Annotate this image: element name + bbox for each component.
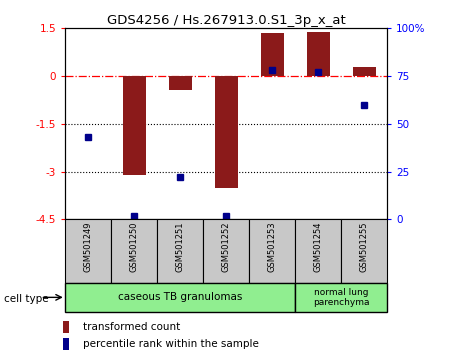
Text: GSM501254: GSM501254 [314,221,323,272]
Bar [341,219,387,283]
Text: GSM501252: GSM501252 [221,221,230,272]
Bar [111,219,157,283]
Text: percentile rank within the sample: percentile rank within the sample [83,339,259,349]
Bar [295,219,341,283]
Text: GSM501253: GSM501253 [268,221,277,272]
Title: GDS4256 / Hs.267913.0.S1_3p_x_at: GDS4256 / Hs.267913.0.S1_3p_x_at [107,14,346,27]
Bar [352,67,375,76]
Bar [203,219,249,283]
Text: cell type: cell type [4,294,49,304]
Text: normal lung
parenchyma: normal lung parenchyma [313,288,369,307]
Bar [123,76,146,175]
Text: GSM501249: GSM501249 [84,221,93,272]
Text: GSM501250: GSM501250 [130,221,139,272]
Bar [295,283,387,312]
Text: caseous TB granulomas: caseous TB granulomas [118,292,243,302]
Bar [157,219,203,283]
Bar [215,76,238,188]
Bar [65,283,295,312]
Bar [65,219,111,283]
Text: GSM501251: GSM501251 [176,221,184,272]
Text: transformed count: transformed count [83,322,181,332]
Bar [169,76,192,91]
Bar [63,321,69,333]
Text: GSM501255: GSM501255 [360,221,369,272]
Bar [63,338,69,350]
Bar [261,33,284,76]
Bar [306,32,329,76]
Bar [249,219,295,283]
